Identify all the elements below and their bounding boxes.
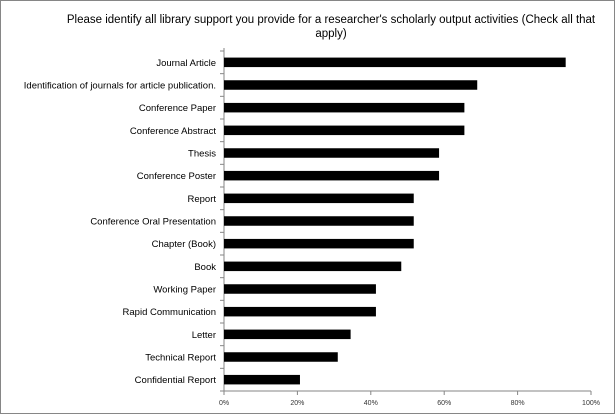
bar: [224, 261, 402, 272]
category-label: Rapid Communication: [123, 307, 216, 318]
x-tick-label: 60%: [437, 400, 451, 407]
category-label: Conference Poster: [137, 171, 216, 182]
category-label: Technical Report: [145, 353, 216, 364]
bar: [224, 193, 414, 204]
bar: [224, 329, 351, 340]
bar: [224, 352, 338, 362]
bar: [224, 102, 465, 113]
x-tick-label: 20%: [290, 400, 304, 407]
category-label: Chapter (Book): [152, 239, 216, 250]
bar: [224, 216, 414, 226]
category-label: Journal Article: [156, 58, 216, 69]
category-label: Thesis: [188, 149, 216, 160]
x-tick-label: 40%: [364, 400, 378, 407]
bar: [224, 125, 465, 136]
bar: [224, 306, 376, 317]
x-tick-label: 80%: [511, 400, 525, 407]
bar: [224, 284, 376, 294]
category-label: Working Paper: [153, 285, 216, 296]
category-label: Identification of journals for article p…: [24, 81, 216, 92]
category-label: Report: [187, 194, 216, 205]
bar: [224, 80, 478, 90]
bar: [224, 57, 566, 68]
bar: [224, 374, 300, 385]
bar: [224, 170, 440, 181]
category-label: Conference Abstract: [130, 126, 216, 137]
x-tick-label: 0%: [219, 400, 229, 407]
x-tick-label: 100%: [582, 400, 600, 407]
bar: [224, 238, 414, 249]
category-label: Conference Oral Presentation: [90, 217, 216, 228]
bar: [224, 148, 440, 158]
chart-title: Please identify all library support you …: [66, 14, 596, 40]
category-label: Confidential Report: [135, 375, 217, 386]
category-label: Letter: [192, 330, 216, 341]
category-label: Conference Paper: [139, 103, 216, 114]
category-label: Book: [194, 262, 216, 273]
